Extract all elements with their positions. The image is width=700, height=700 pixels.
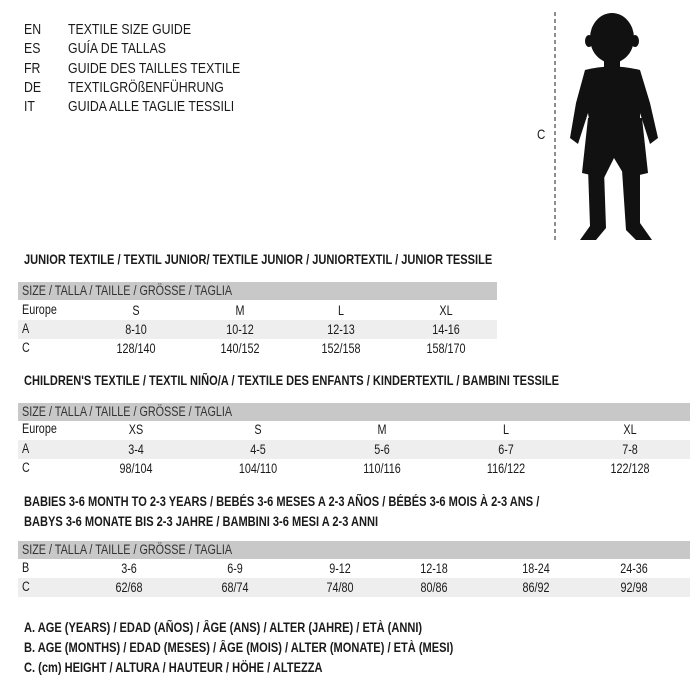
table-cell: 74/80: [326, 580, 354, 595]
row-label: A: [22, 441, 30, 456]
row-label: C: [22, 340, 30, 355]
language-title: GUIDA ALLE TAGLIE TESSILI: [68, 98, 235, 115]
table-cell: 10-12: [226, 322, 254, 337]
legend-item: B. AGE (MONTHS) / EDAD (MESES) / ÂGE (MO…: [24, 640, 454, 655]
table-cell: 62/68: [115, 580, 143, 595]
children-section-title-text: CHILDREN'S TEXTILE / TEXTIL NIÑO/A / TEX…: [24, 373, 560, 388]
table-cell: 6-7: [498, 442, 514, 457]
table-cell: 6-9: [227, 561, 243, 576]
table-header: SIZE / TALLA / TAILLE / GRÖSSE / TAGLIA: [18, 282, 497, 300]
language-code: FR: [24, 60, 41, 77]
junior-section-title: JUNIOR TEXTILE / TEXTIL JUNIOR/ TEXTILE …: [24, 252, 493, 267]
table-cell: 18-24: [522, 561, 550, 576]
table-cell: 152/158: [321, 341, 361, 356]
table-cell: 110/116: [363, 461, 401, 476]
table-cell: L: [502, 422, 510, 437]
table-cell: 98/104: [119, 461, 153, 476]
children-section-title: CHILDREN'S TEXTILE / TEXTIL NIÑO/A / TEX…: [24, 373, 559, 388]
language-title: GUÍA DE TALLAS: [68, 40, 166, 57]
table-header-label: SIZE / TALLA / TAILLE / GRÖSSE / TAGLIA: [22, 542, 233, 557]
table-row: C 62/68 68/74 74/80 80/86 86/92 92/98: [18, 578, 690, 597]
table-cell: 3-6: [121, 561, 137, 576]
table-cell: 8-10: [125, 322, 147, 337]
table-cell: M: [235, 303, 245, 318]
table-cell: 128/140: [116, 341, 156, 356]
table-cell: 7-8: [622, 442, 638, 457]
table-cell: 122/128: [610, 461, 650, 476]
table-cell: 12-18: [420, 561, 448, 576]
language-code: ES: [24, 40, 41, 57]
babies-section-title-line2: BABYS 3-6 MONATE BIS 2-3 JAHRE / BAMBINI…: [24, 514, 379, 529]
table-row: A 8-10 10-12 12-13 14-16: [18, 320, 497, 339]
table-cell: XS: [128, 422, 144, 437]
table-cell: S: [132, 303, 140, 318]
language-code: EN: [24, 21, 42, 38]
table-cell: 9-12: [329, 561, 351, 576]
babies-section-title-line1: BABIES 3-6 MONTH TO 2-3 YEARS / BEBÉS 3-…: [24, 494, 540, 509]
table-cell: 140/152: [220, 341, 260, 356]
table-row: Europe S M L XL: [18, 301, 497, 320]
baby-silhouette-icon: [554, 12, 658, 243]
row-label: C: [22, 460, 30, 475]
language-title: GUIDE DES TAILLES TEXTILE: [68, 60, 241, 77]
table-row: C 98/104 104/110 110/116 116/122 122/128: [18, 459, 690, 478]
row-label: B: [22, 560, 30, 575]
row-label: Europe: [22, 421, 57, 436]
table-row: B 3-6 6-9 9-12 12-18 18-24 24-36: [18, 559, 690, 578]
table-row: Europe XS S M L XL: [18, 420, 690, 439]
table-cell: 158/170: [426, 341, 466, 356]
table-cell: 92/98: [620, 580, 648, 595]
table-cell: M: [377, 422, 387, 437]
language-code: DE: [24, 79, 42, 96]
table-cell: 3-4: [128, 442, 144, 457]
legend-item: C. (cm) HEIGHT / ALTURA / HAUTEUR / HÖHE…: [24, 660, 323, 675]
table-cell: 104/110: [238, 461, 278, 476]
row-label: Europe: [22, 302, 57, 317]
table-cell: L: [337, 303, 345, 318]
table-cell: 24-36: [620, 561, 648, 576]
language-title: TEXTILGRÖßENFÜHRUNG: [68, 79, 224, 96]
table-row: C 128/140 140/152 152/158 158/170: [18, 339, 497, 358]
row-label: A: [22, 321, 30, 336]
table-cell: S: [254, 422, 262, 437]
row-label: C: [22, 579, 30, 594]
legend-item: A. AGE (YEARS) / EDAD (AÑOS) / ÂGE (ANS)…: [24, 620, 423, 635]
table-header-label: SIZE / TALLA / TAILLE / GRÖSSE / TAGLIA: [22, 283, 233, 298]
table-cell: XL: [623, 422, 637, 437]
table-cell: 14-16: [432, 322, 460, 337]
table-header: SIZE / TALLA / TAILLE / GRÖSSE / TAGLIA: [18, 541, 690, 559]
table-cell: 4-5: [250, 442, 266, 457]
table-cell: 5-6: [374, 442, 390, 457]
table-header-label: SIZE / TALLA / TAILLE / GRÖSSE / TAGLIA: [22, 404, 233, 419]
table-header: SIZE / TALLA / TAILLE / GRÖSSE / TAGLIA: [18, 403, 690, 421]
table-cell: 68/74: [221, 580, 249, 595]
language-title: TEXTILE SIZE GUIDE: [68, 21, 192, 38]
table-row: A 3-4 4-5 5-6 6-7 7-8: [18, 440, 690, 459]
table-cell: XL: [439, 303, 453, 318]
table-cell: 80/86: [420, 580, 448, 595]
height-measure-label: C: [537, 126, 546, 142]
table-cell: 116/122: [486, 461, 526, 476]
table-cell: 86/92: [522, 580, 550, 595]
table-cell: 12-13: [327, 322, 355, 337]
language-code: IT: [24, 98, 35, 115]
